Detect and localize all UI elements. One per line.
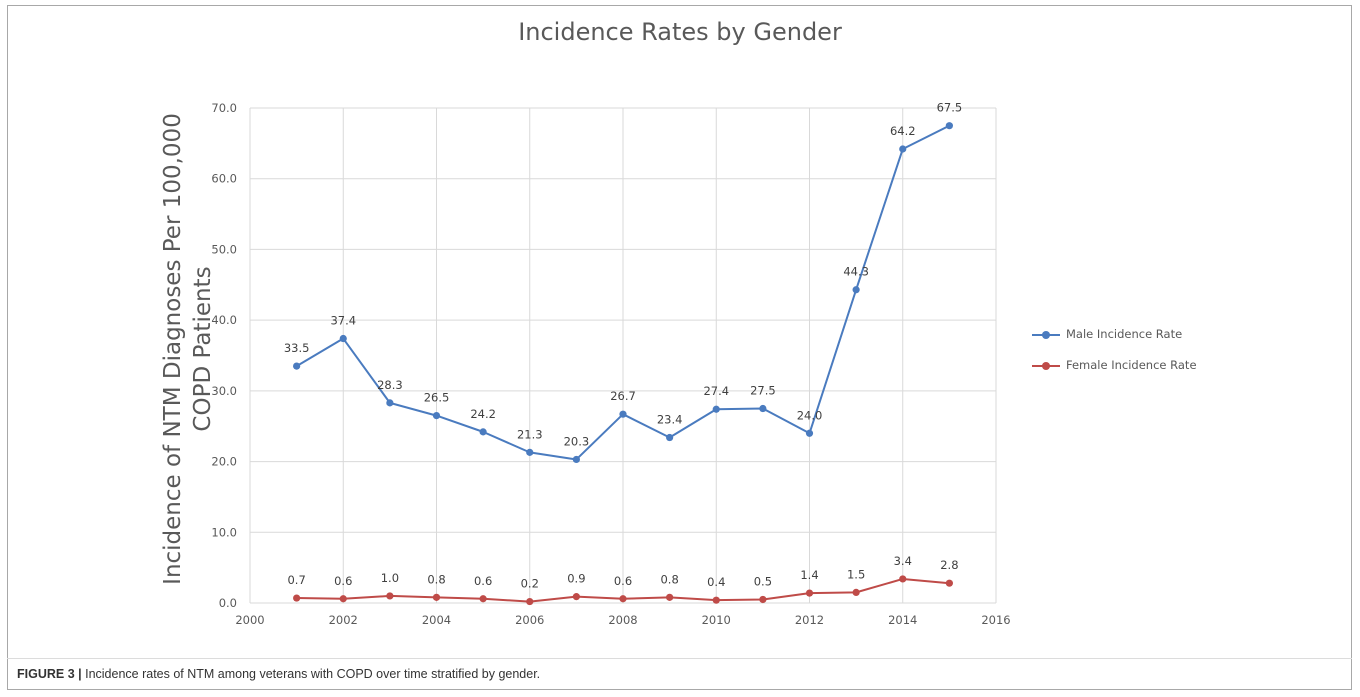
legend: Male Incidence Rate Female Incidence Rat… — [1030, 325, 1260, 387]
data-point-female — [852, 588, 860, 596]
data-label-female: 0.2 — [521, 577, 539, 591]
data-point-female — [386, 592, 394, 600]
data-point-female — [432, 593, 441, 601]
data-point-male — [432, 412, 441, 420]
legend-entry-female: Female Incidence Rate — [1030, 356, 1260, 376]
data-label-female: 1.5 — [847, 567, 865, 581]
data-point-male — [526, 448, 534, 456]
data-point-female — [712, 596, 720, 604]
x-tick-label: 2008 — [608, 613, 637, 627]
y-tick-label: 70.0 — [211, 101, 237, 115]
data-label-female: 0.6 — [474, 574, 492, 588]
data-point-female — [805, 589, 814, 597]
data-point-male — [293, 362, 301, 370]
figure-caption: FIGURE 3 | Incidence rates of NTM among … — [17, 667, 540, 681]
caption-bar: FIGURE 3 | Incidence rates of NTM among … — [7, 658, 1352, 690]
data-point-female — [339, 595, 347, 603]
data-point-male — [339, 334, 347, 343]
data-label-female: 0.6 — [334, 574, 352, 588]
data-point-female — [945, 579, 953, 587]
data-point-male — [805, 429, 814, 437]
data-label-male: 37.4 — [330, 314, 356, 328]
data-label-male: 64.2 — [890, 124, 916, 138]
data-label-female: 0.5 — [754, 574, 772, 588]
legend-label-female: Female Incidence Rate — [1066, 358, 1197, 372]
data-label-female: 0.9 — [567, 572, 585, 586]
legend-label-male: Male Incidence Rate — [1066, 327, 1183, 341]
x-tick-label: 2002 — [329, 613, 358, 627]
data-label-male: 20.3 — [564, 434, 590, 448]
y-tick-label: 20.0 — [211, 455, 237, 469]
x-tick-label: 2016 — [981, 613, 1010, 627]
x-tick-label: 2000 — [235, 613, 264, 627]
data-point-female — [526, 597, 534, 606]
legend-swatch-male-icon — [1032, 331, 1060, 339]
figure-caption-text: Incidence rates of NTM among veterans wi… — [81, 667, 541, 681]
data-point-male — [479, 428, 487, 436]
legend-entry-male: Male Incidence Rate — [1030, 325, 1260, 345]
x-tick-label: 2014 — [888, 613, 917, 627]
data-label-female: 0.8 — [427, 572, 445, 586]
data-label-male: 44.3 — [843, 265, 869, 279]
data-point-female — [293, 594, 301, 602]
data-label-male: 27.5 — [750, 384, 776, 398]
x-tick-label: 2006 — [515, 613, 544, 627]
data-label-female: 1.4 — [800, 568, 818, 582]
x-tick-label: 2004 — [422, 613, 451, 627]
data-point-male — [619, 410, 627, 418]
data-label-male: 24.0 — [797, 408, 823, 422]
data-label-female: 2.8 — [940, 558, 958, 572]
data-point-male — [712, 405, 720, 413]
data-point-male — [386, 399, 394, 407]
data-label-male: 28.3 — [377, 378, 403, 392]
data-point-male — [852, 286, 860, 294]
chart-title: Incidence Rates by Gender — [518, 18, 842, 46]
data-label-male: 33.5 — [284, 341, 310, 355]
data-point-male — [759, 404, 767, 413]
data-point-female — [759, 595, 767, 604]
data-label-female: 0.4 — [707, 575, 725, 589]
data-label-male: 67.5 — [937, 101, 963, 115]
y-tick-label: 40.0 — [211, 313, 237, 327]
y-tick-label: 60.0 — [211, 172, 237, 186]
data-point-female — [666, 593, 674, 601]
data-point-female — [479, 595, 487, 603]
data-point-female — [572, 593, 580, 601]
data-point-male — [945, 122, 953, 130]
data-label-male: 26.5 — [424, 391, 450, 405]
x-tick-label: 2012 — [795, 613, 824, 627]
legend-swatch-female-icon — [1032, 362, 1060, 370]
data-label-female: 1.0 — [381, 571, 399, 585]
data-label-male: 23.4 — [657, 413, 683, 427]
data-label-male: 21.3 — [517, 427, 543, 441]
data-label-female: 3.4 — [894, 554, 912, 568]
data-point-female — [899, 575, 907, 583]
data-label-female: 0.7 — [287, 573, 305, 587]
data-label-female: 0.8 — [660, 572, 678, 586]
data-label-male: 27.4 — [703, 384, 729, 398]
figure-caption-label: FIGURE 3 | — [17, 667, 82, 681]
data-point-male — [572, 455, 580, 464]
data-point-male — [899, 145, 907, 153]
chart-frame — [7, 5, 1352, 690]
data-point-female — [619, 595, 627, 603]
data-label-male: 24.2 — [470, 407, 496, 421]
y-tick-label: 0.0 — [219, 596, 237, 610]
data-label-female: 0.6 — [614, 574, 632, 588]
y-tick-label: 30.0 — [211, 384, 237, 398]
data-point-male — [666, 433, 674, 442]
y-tick-label: 10.0 — [211, 525, 237, 539]
y-tick-label: 50.0 — [211, 242, 237, 256]
x-tick-label: 2010 — [702, 613, 731, 627]
data-label-male: 26.7 — [610, 389, 636, 403]
